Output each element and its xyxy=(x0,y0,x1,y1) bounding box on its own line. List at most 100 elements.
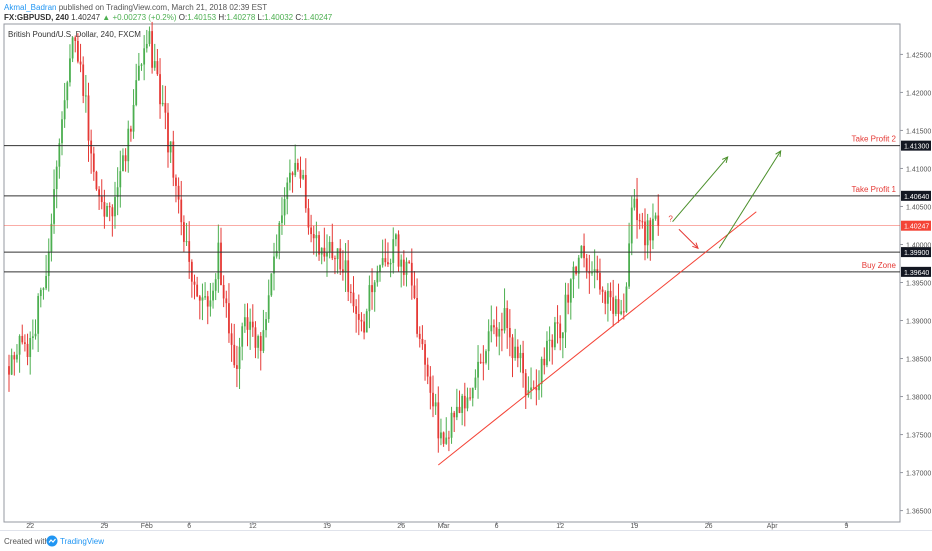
candle-body xyxy=(493,325,495,328)
candle-body xyxy=(532,387,535,389)
y-tick-label: 1.42500 xyxy=(906,52,931,59)
candles xyxy=(8,21,660,453)
candle-body xyxy=(206,296,209,307)
x-tick-label: 26 xyxy=(705,523,713,530)
price-chart[interactable]: British Pound/U.S. Dollar, 240, FXCM 1.4… xyxy=(0,0,932,530)
trendline xyxy=(437,211,757,466)
author-link[interactable]: Akmal_Badran xyxy=(4,3,57,12)
candle-body xyxy=(55,166,58,190)
price-axis[interactable]: 1.36500 1.37000 1.37500 1.38000 1.38500 1.390… xyxy=(900,52,931,516)
candle-body xyxy=(432,392,434,407)
candle-body xyxy=(474,377,477,388)
symbol-label: FX:GBPUSD, 240 xyxy=(4,13,69,22)
tradingview-logo-icon xyxy=(46,535,58,547)
candle-body xyxy=(212,290,214,301)
candle-body xyxy=(371,285,373,293)
candle-body xyxy=(53,189,55,224)
candle-body xyxy=(363,321,365,333)
candle-body xyxy=(172,141,175,178)
x-tick-label: 12 xyxy=(249,523,257,530)
up-triangle-icon: ▲ xyxy=(102,13,111,22)
candle-body xyxy=(506,308,509,329)
candle-body xyxy=(331,241,334,259)
candle-body xyxy=(355,306,358,314)
candle-body xyxy=(495,327,498,337)
candle-body xyxy=(29,337,32,357)
x-tick-label: 12 xyxy=(556,523,564,530)
candle-body xyxy=(328,241,331,253)
candle-body xyxy=(236,365,238,369)
low-label: L: xyxy=(257,13,265,22)
candle-body xyxy=(384,258,387,263)
candle-body xyxy=(148,31,151,44)
green-scenario-arrow xyxy=(718,150,782,249)
candle-body xyxy=(180,199,183,223)
candle-body xyxy=(8,366,10,375)
candle-body xyxy=(307,208,310,228)
candle-body xyxy=(47,251,50,277)
candle-body xyxy=(429,376,432,393)
candle-body xyxy=(479,361,482,363)
candle-body xyxy=(21,335,24,343)
candle-body xyxy=(408,261,411,263)
candle-body xyxy=(77,40,79,62)
candle-body xyxy=(26,343,29,357)
candle-body xyxy=(448,437,450,439)
candle-body xyxy=(143,48,146,65)
created-with-text: Created with xyxy=(4,537,49,546)
time-axis[interactable]: 22 29 Feb 6 12 19 26 Mar 6 12 19 26 Apr 9 xyxy=(26,522,848,530)
candle-body xyxy=(649,220,652,241)
candle-body xyxy=(185,241,188,243)
candle-body xyxy=(395,234,397,240)
candle-body xyxy=(503,308,506,331)
candle-body xyxy=(339,248,342,270)
chart-header: Akmal_Badran published on TradingView.co… xyxy=(0,0,932,24)
quote-line: FX:GBPUSD, 240 1.40247 ▲ +0.00273 (+0.2%… xyxy=(4,12,332,23)
candle-body xyxy=(575,266,577,274)
candle-body xyxy=(103,202,106,217)
candle-body xyxy=(336,248,339,260)
close-label: C: xyxy=(295,13,304,22)
level-label: Take Profit 2 xyxy=(852,135,897,144)
candle-body xyxy=(490,325,493,332)
tradingview-brand[interactable]: TradingView xyxy=(60,537,105,546)
candle-body xyxy=(646,220,649,246)
candle-body xyxy=(153,61,156,68)
candle-body xyxy=(421,338,424,345)
y-tick-label: 1.38000 xyxy=(906,395,931,402)
candle-body xyxy=(349,291,352,293)
candle-body xyxy=(620,311,623,314)
candle-body xyxy=(392,239,395,263)
candle-body xyxy=(127,128,130,162)
level-price-tag xyxy=(901,266,931,277)
y-tick-label: 1.38500 xyxy=(906,357,931,364)
candle-body xyxy=(233,344,236,366)
candle-body xyxy=(116,187,119,198)
candle-body xyxy=(175,177,177,186)
low-value: 1.40032 xyxy=(264,13,294,22)
candle-body xyxy=(601,289,604,292)
plot-area[interactable] xyxy=(3,23,901,523)
candle-body xyxy=(140,64,143,66)
candle-body xyxy=(522,352,524,374)
y-tick-label: 1.42000 xyxy=(906,90,931,97)
candle-body xyxy=(243,317,246,327)
candle-body xyxy=(593,269,596,273)
candle-body xyxy=(352,292,355,307)
x-tick-label: 6 xyxy=(495,523,499,530)
y-tick-label: 1.39000 xyxy=(906,319,931,326)
y-tick-label: 1.37500 xyxy=(906,433,931,440)
high-label: H: xyxy=(218,13,227,22)
candle-body xyxy=(135,80,138,105)
candle-body xyxy=(198,296,201,301)
candle-body xyxy=(538,384,540,391)
candle-body xyxy=(273,256,275,274)
last-price-tag xyxy=(901,220,931,231)
candle-body xyxy=(458,406,461,413)
green-scenario-arrow xyxy=(672,156,729,223)
y-tick-label: 1.39500 xyxy=(906,281,931,288)
candle-body xyxy=(302,174,305,179)
level-price-tag-label: 1.40640 xyxy=(904,194,929,201)
candle-body xyxy=(437,402,440,439)
x-tick-label: Apr xyxy=(767,523,779,530)
